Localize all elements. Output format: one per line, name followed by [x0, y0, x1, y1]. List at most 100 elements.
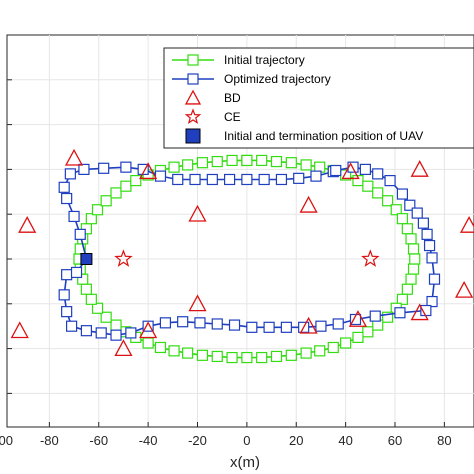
data-point — [421, 228, 433, 240]
data-point — [348, 310, 368, 327]
x-tick-label: -100 — [0, 433, 13, 448]
series-optimized-trajectory — [58, 161, 441, 341]
data-point — [100, 311, 112, 323]
data-point — [256, 154, 268, 167]
x-tick-label: -20 — [188, 433, 207, 448]
legend-label: Initial and termination position of UAV — [224, 129, 423, 143]
data-point — [300, 347, 312, 359]
data-point — [327, 341, 339, 354]
x-axis-label: x(m) — [230, 454, 260, 471]
legend-item: Optimized trajectory — [172, 72, 331, 86]
data-point — [241, 173, 253, 186]
data-point — [396, 213, 409, 225]
data-point — [196, 349, 209, 361]
series-bd — [10, 148, 474, 357]
data-point — [246, 321, 258, 333]
x-tick-label: 80 — [437, 433, 451, 448]
data-point — [241, 351, 253, 364]
data-point — [285, 349, 297, 361]
data-point — [369, 310, 381, 322]
legend-label: Initial trajectory — [224, 53, 305, 67]
data-point — [381, 311, 394, 323]
data-point — [384, 175, 396, 187]
data-point — [293, 172, 305, 184]
data-point — [340, 337, 352, 349]
data-point — [61, 306, 73, 318]
data-point — [226, 154, 238, 167]
data-point — [182, 347, 194, 359]
x-tick-label: 40 — [338, 433, 352, 448]
data-point — [405, 273, 417, 285]
series-initial-and-termination-position-of-uav — [80, 253, 93, 265]
data-point — [275, 173, 288, 186]
data-point — [270, 155, 283, 168]
data-point — [188, 204, 207, 222]
data-point — [394, 307, 406, 319]
data-point — [411, 207, 423, 219]
data-point — [110, 329, 122, 341]
data-point — [310, 170, 322, 182]
data-point — [168, 161, 180, 173]
data-point — [263, 321, 275, 333]
axis-ticks: -100 -80 -60 -40 -20 0 20 40 60 80 — [0, 79, 452, 448]
legend-marker — [187, 54, 199, 66]
data-point — [168, 345, 180, 357]
legend-box — [163, 47, 474, 149]
data-point — [61, 192, 73, 205]
data-point — [159, 317, 172, 329]
data-point — [91, 204, 104, 216]
data-point — [405, 233, 417, 245]
data-point — [362, 326, 374, 338]
data-point — [91, 302, 104, 314]
data-point — [361, 249, 380, 267]
data-point — [120, 161, 132, 173]
x-tick-label: 20 — [289, 433, 303, 448]
series-ce — [114, 249, 380, 267]
data-point — [285, 157, 297, 169]
legend-marker — [185, 128, 201, 144]
data-point — [154, 170, 167, 182]
data-point — [61, 269, 73, 281]
legend-marker — [187, 73, 199, 85]
data-point — [280, 321, 292, 333]
data-point — [98, 162, 110, 174]
data-point — [74, 228, 86, 240]
data-point — [10, 321, 29, 339]
data-point — [330, 164, 342, 177]
data-point — [194, 317, 206, 329]
data-point — [396, 188, 409, 200]
x-tick-label: -40 — [139, 433, 158, 448]
data-point — [390, 204, 402, 216]
data-point — [455, 280, 474, 298]
data-point — [428, 273, 441, 285]
data-point — [409, 253, 421, 265]
data-point — [64, 168, 76, 180]
data-point — [206, 173, 218, 186]
data-point — [332, 318, 344, 330]
x-tick-label: -60 — [89, 433, 108, 448]
data-point — [258, 173, 270, 186]
data-point — [68, 210, 80, 223]
legend-items: Initial trajectory Optimized trajectory BD… — [172, 53, 423, 144]
data-point — [404, 199, 416, 211]
data-point — [58, 181, 70, 193]
legend-label: CE — [224, 110, 241, 124]
data-point — [372, 187, 384, 199]
data-point — [80, 325, 93, 337]
data-point — [18, 216, 37, 233]
data-point — [396, 293, 409, 305]
data-point — [142, 337, 154, 349]
data-point — [211, 155, 223, 168]
data-point — [359, 163, 371, 175]
data-point — [110, 319, 122, 331]
legend: Initial trajectory Optimized trajectory BD… — [163, 47, 474, 149]
data-point — [223, 173, 236, 186]
legend-item: Initial trajectory — [172, 53, 305, 67]
x-tick-label: -80 — [40, 433, 59, 448]
data-point — [182, 159, 194, 171]
data-point — [137, 163, 149, 175]
data-point — [177, 316, 189, 328]
data-point — [401, 283, 413, 295]
data-point — [172, 173, 184, 186]
